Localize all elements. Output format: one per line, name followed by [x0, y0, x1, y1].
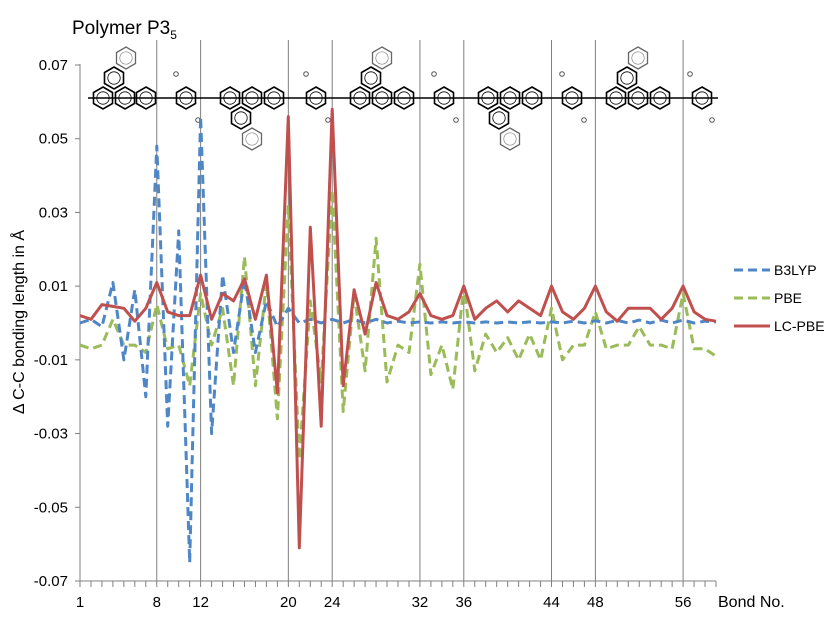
legend-label-lc-pbe: LC-PBE [774, 318, 825, 334]
x-tick-label: 24 [324, 594, 341, 611]
legend: B3LYP PBE LC-PBE [734, 262, 825, 334]
x-tick-label: 8 [153, 594, 161, 611]
x-tick-label: 32 [412, 594, 429, 611]
y-tick-label: 0.03 [39, 204, 68, 221]
y-axis-label: Δ C-C bonding length in Å [9, 230, 28, 414]
legend-label-pbe: PBE [774, 290, 802, 306]
y-tick-label: -0.01 [34, 352, 68, 369]
series-line-lc-pbe [79, 107, 717, 550]
x-tick-label: 56 [675, 594, 692, 611]
y-tick-label: 0.01 [39, 278, 68, 295]
x-tick-label: 44 [543, 594, 560, 611]
series-lines [79, 107, 717, 565]
y-tick-label: -0.07 [34, 573, 68, 590]
x-tick-label: 48 [587, 594, 604, 611]
series-line-pbe [79, 188, 717, 461]
y-tick-label: -0.05 [34, 499, 68, 516]
x-tick-label: 1 [76, 594, 84, 611]
chart-title: Polymer P35 [72, 18, 177, 42]
y-ticks: 0.07 0.05 0.03 0.01 -0.01 -0.03 -0.05 -0.07 [34, 57, 80, 590]
series-line-b3lyp [79, 115, 717, 565]
x-tick-label: 12 [192, 594, 209, 611]
y-tick-label: 0.05 [39, 131, 68, 148]
x-ticks: 1 8 12 20 24 32 36 44 48 56 [76, 581, 717, 611]
y-tick-label: -0.03 [34, 426, 68, 443]
x-tick-label: 20 [280, 594, 297, 611]
x-axis-label: Bond No. [718, 594, 785, 611]
chart-title-subscript: 5 [170, 28, 177, 42]
x-tick-label: 36 [455, 594, 472, 611]
polymer-structure-illustration [88, 46, 718, 151]
chart-title-main: Polymer P3 [72, 18, 170, 39]
y-tick-label: 0.07 [39, 57, 68, 74]
legend-label-b3lyp: B3LYP [774, 262, 817, 278]
